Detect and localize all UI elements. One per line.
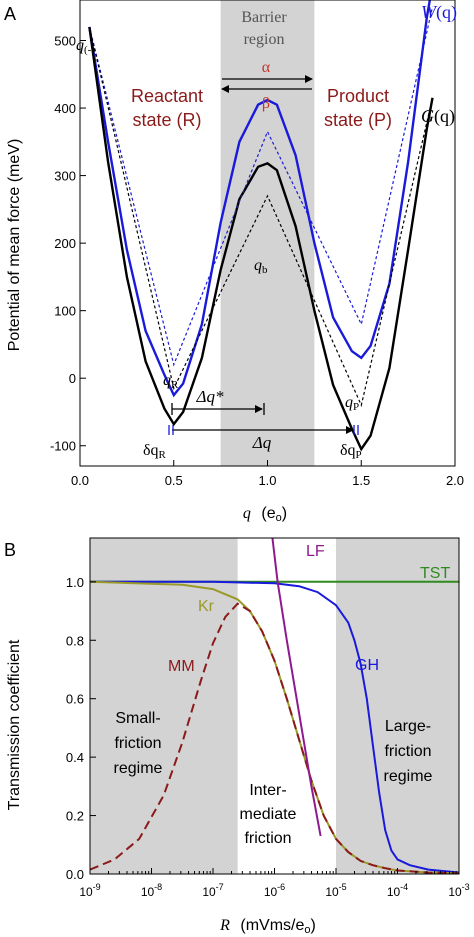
series-label-mm: MM <box>168 658 195 675</box>
large-friction-label-line3: regime <box>384 768 433 785</box>
delta-q-label: Δq <box>252 433 272 452</box>
barrier-region-label-line1: Barrier <box>241 9 287 26</box>
intermediate-friction-label-line2: mediate <box>240 806 297 823</box>
series-line-mm <box>90 602 459 874</box>
series-line-w <box>88 0 432 398</box>
delta-q-p-label: δqP <box>340 442 362 461</box>
q-r-label: qR <box>163 372 179 391</box>
q-b-label: qb <box>254 257 268 276</box>
x-tick-label: 1.0 <box>258 473 276 488</box>
reactant-state-label-line2: state (R) <box>132 110 201 130</box>
y-tick-label: 0.0 <box>66 867 84 882</box>
series-label-lf: LF <box>306 543 325 560</box>
series-label-kr: Kr <box>198 598 215 615</box>
y-tick-label: 0.4 <box>66 750 84 765</box>
y-tick-label: 0 <box>69 371 76 386</box>
product-state-label-line1: Product <box>327 86 389 106</box>
product-state-label-line2: state (P) <box>324 110 392 130</box>
x-tick-label: 10-9 <box>79 882 100 899</box>
intermediate-friction-label-line1: Inter- <box>249 782 286 799</box>
series-label-w: W(q) <box>421 2 457 23</box>
q-p-label: qP <box>345 394 359 413</box>
panel-a-xlabel: q (eo) <box>243 505 287 524</box>
series-label-g: G(q) <box>421 106 455 127</box>
x-tick-label: 2.0 <box>446 473 464 488</box>
panel-b-label: B <box>4 540 16 560</box>
alpha-label: α <box>262 59 271 76</box>
series-line-g-dotted <box>88 26 434 408</box>
y-tick-label: 100 <box>54 304 76 319</box>
barrier-region-label-line2: region <box>244 31 285 48</box>
x-tick-label: 10-6 <box>264 882 285 899</box>
panel-a: 0.0 0.5 1.0 1.5 2.0 -100 0 100 200 300 400 500 A Po… <box>4 0 464 524</box>
panel-b: 10-9 10-8 10-7 10-6 10-5 10-4 10-3 0.0 0.2 0.4 0.6… <box>4 537 470 936</box>
barrier-region-shading <box>220 0 315 466</box>
series-line-g <box>88 26 434 452</box>
q-minus-label: q(-) <box>76 37 95 56</box>
y-tick-label: 300 <box>54 169 76 184</box>
panel-a-label: A <box>4 4 16 24</box>
panel-a-ylabel: Potential of mean force (meV) <box>6 139 23 352</box>
y-tick-label: 400 <box>54 101 76 116</box>
y-tick-label: 1.0 <box>66 575 84 590</box>
x-tick-label: 10-5 <box>325 882 346 899</box>
series-label-tst: TST <box>420 565 450 582</box>
x-tick-label: 10-8 <box>141 882 162 899</box>
y-tick-label: 200 <box>54 236 76 251</box>
y-tick-label: 0.2 <box>66 809 84 824</box>
intermediate-friction-label-line3: friction <box>244 830 291 847</box>
beta-label: β <box>262 95 270 112</box>
small-friction-label-line1: Small- <box>115 710 160 727</box>
panel-b-xlabel: R (mVms/eo) <box>219 917 316 936</box>
series-label-gh: GH <box>355 657 379 674</box>
x-tick-label: 10-3 <box>448 882 469 899</box>
small-friction-label-line3: regime <box>114 760 163 777</box>
small-friction-label-line2: friction <box>114 735 161 752</box>
large-friction-label-line1: Large- <box>385 718 431 735</box>
delta-q-r-label: δqR <box>143 442 167 461</box>
x-tick-label: 1.5 <box>352 473 370 488</box>
y-tick-label: 0.8 <box>66 633 84 648</box>
x-tick-label: 10-7 <box>202 882 223 899</box>
series-line-gh <box>90 580 459 874</box>
x-tick-label: 0.5 <box>165 473 183 488</box>
series-line-w-dotted <box>88 6 434 367</box>
x-tick-label: 10-4 <box>387 882 408 899</box>
x-tick-label: 0.0 <box>71 473 89 488</box>
small-friction-region-shading <box>90 538 238 874</box>
series-line-lf <box>271 538 322 837</box>
panel-b-ylabel: Transmission coefficient <box>6 639 23 810</box>
delta-q-star-label: Δq* <box>196 387 224 406</box>
large-friction-region-shading <box>336 538 459 874</box>
y-tick-label: 0.6 <box>66 692 84 707</box>
reactant-state-label-line1: Reactant <box>131 86 203 106</box>
y-tick-label: -100 <box>50 439 76 454</box>
large-friction-label-line2: friction <box>384 743 431 760</box>
y-tick-label: 500 <box>54 34 76 49</box>
